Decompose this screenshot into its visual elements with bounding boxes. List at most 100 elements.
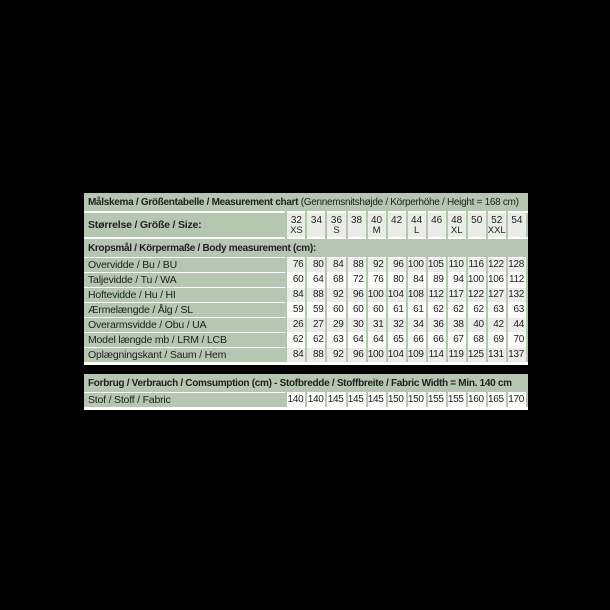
value-cell: 140 bbox=[305, 392, 327, 409]
size-cell: 54 bbox=[505, 212, 527, 238]
value-cell: 66 bbox=[425, 332, 447, 348]
value-cell: 38 bbox=[445, 317, 467, 333]
measurement-table: Målskema / Größentabelle / Measurement c… bbox=[84, 193, 528, 365]
value-cell: 155 bbox=[445, 392, 467, 409]
value-cell: 59 bbox=[285, 302, 307, 318]
value-cell: 64 bbox=[345, 332, 367, 348]
fabric-row: Stof / Stoff / Fabric 140 140 145 145 145 150 1… bbox=[84, 392, 527, 409]
size-cell: 40 M bbox=[365, 212, 387, 238]
size-number: 36 bbox=[330, 215, 343, 226]
value-cell: 114 bbox=[425, 347, 447, 364]
measurement-row: Overarmsvidde / Obu / UA 26 27 29 30 31 32 34 36… bbox=[84, 317, 527, 333]
value-cell: 125 bbox=[465, 347, 487, 364]
value-cell: 84 bbox=[285, 347, 307, 364]
size-letter bbox=[429, 226, 446, 236]
value-cell: 88 bbox=[305, 287, 327, 303]
value-cell: 112 bbox=[505, 272, 527, 288]
size-cell: 46 bbox=[425, 212, 447, 238]
size-letter: XL bbox=[450, 225, 463, 236]
fabric-rows: Stof / Stoff / Fabric 140 140 145 145 145 150 1… bbox=[84, 392, 527, 409]
size-row-label: Størrelse / Größe / Size: bbox=[84, 212, 287, 238]
body-section-header: Kropsmål / Körpermaße / Body measurement… bbox=[84, 238, 527, 258]
measurement-row: Ærmelængde / Ålg / SL 59 59 60 60 60 61 61 62 62 6… bbox=[84, 302, 527, 318]
value-cell: 63 bbox=[325, 332, 347, 348]
value-cell: 106 bbox=[485, 272, 507, 288]
size-number: 44 bbox=[411, 215, 423, 226]
size-number: 54 bbox=[511, 215, 523, 226]
value-cell: 42 bbox=[485, 317, 507, 333]
value-cell: 100 bbox=[465, 272, 487, 288]
size-letter: L bbox=[413, 225, 420, 236]
size-number: 32 bbox=[290, 215, 302, 226]
size-cell: 52 XXL bbox=[485, 212, 507, 238]
value-cell: 100 bbox=[405, 257, 427, 273]
row-label: Stof / Stoff / Fabric bbox=[84, 392, 287, 409]
size-number: 46 bbox=[431, 215, 443, 226]
value-cell: 92 bbox=[325, 287, 347, 303]
size-cell: 38 bbox=[345, 212, 367, 238]
value-cell: 65 bbox=[385, 332, 407, 348]
size-cell: 50 bbox=[465, 212, 487, 238]
value-cell: 88 bbox=[345, 257, 367, 273]
value-cell: 62 bbox=[465, 302, 487, 318]
fabric-table: Forbrug / Verbrauch / Comsumption (cm) -… bbox=[84, 374, 528, 410]
size-letter: XS bbox=[290, 225, 303, 236]
size-cell: 34 bbox=[305, 212, 327, 238]
size-letter: XXL bbox=[487, 225, 506, 236]
measurement-chart-panel: Målskema / Größentabelle / Measurement c… bbox=[84, 193, 528, 410]
value-cell: 89 bbox=[425, 272, 447, 288]
size-letter: M bbox=[372, 225, 381, 236]
value-cell: 96 bbox=[345, 347, 367, 364]
size-letter: S bbox=[333, 225, 340, 236]
value-cell: 44 bbox=[505, 317, 527, 333]
size-letter bbox=[509, 226, 526, 236]
chart-title: Målskema / Größentabelle / Measurement c… bbox=[84, 193, 527, 212]
value-cell: 66 bbox=[405, 332, 427, 348]
size-cell: 42 bbox=[385, 212, 407, 238]
value-cell: 145 bbox=[345, 392, 367, 409]
value-cell: 84 bbox=[285, 287, 307, 303]
value-cell: 62 bbox=[425, 302, 447, 318]
value-cell: 67 bbox=[445, 332, 467, 348]
chart-title-bold: Målskema / Größentabelle / Measurement c… bbox=[88, 197, 299, 208]
value-cell: 105 bbox=[425, 257, 447, 273]
value-cell: 61 bbox=[405, 302, 427, 318]
row-label: Ærmelængde / Ålg / SL bbox=[84, 302, 287, 318]
size-number: 40 bbox=[370, 215, 383, 226]
value-cell: 60 bbox=[345, 302, 367, 318]
row-label: Overvidde / Bu / BU bbox=[84, 257, 287, 273]
value-cell: 62 bbox=[305, 332, 327, 348]
value-cell: 63 bbox=[485, 302, 507, 318]
measurement-row: Hoftevidde / Hu / HI 84 88 92 96 100 104 108 112… bbox=[84, 287, 527, 303]
value-cell: 122 bbox=[465, 287, 487, 303]
value-cell: 34 bbox=[405, 317, 427, 333]
value-cell: 160 bbox=[465, 392, 487, 409]
fabric-section-header-row: Forbrug / Verbrauch / Comsumption (cm) -… bbox=[84, 374, 527, 393]
value-cell: 119 bbox=[445, 347, 467, 364]
row-label: Taljevidde / Tu / WA bbox=[84, 272, 287, 288]
table-gap bbox=[84, 365, 528, 374]
chart-title-row: Målskema / Größentabelle / Measurement c… bbox=[84, 193, 527, 212]
row-label: Oplægningskant / Saum / Hem bbox=[84, 347, 287, 364]
value-cell: 63 bbox=[505, 302, 527, 318]
value-cell: 84 bbox=[405, 272, 427, 288]
value-cell: 80 bbox=[385, 272, 407, 288]
value-cell: 165 bbox=[485, 392, 507, 409]
value-cell: 104 bbox=[385, 347, 407, 364]
value-cell: 61 bbox=[385, 302, 407, 318]
measurement-row: Taljevidde / Tu / WA 60 64 68 72 76 80 84 89 94 10… bbox=[84, 272, 527, 288]
value-cell: 110 bbox=[445, 257, 467, 273]
value-cell: 70 bbox=[505, 332, 527, 348]
value-cell: 94 bbox=[445, 272, 467, 288]
value-cell: 100 bbox=[365, 287, 387, 303]
value-cell: 68 bbox=[325, 272, 347, 288]
size-number: 50 bbox=[471, 215, 483, 226]
body-section-header-row: Kropsmål / Körpermaße / Body measurement… bbox=[84, 238, 527, 258]
value-cell: 32 bbox=[385, 317, 407, 333]
value-cell: 27 bbox=[305, 317, 327, 333]
measurement-row: Model længde mb / LRM / LCB 62 62 63 64 64 65 6… bbox=[84, 332, 527, 348]
value-cell: 60 bbox=[285, 272, 307, 288]
value-cell: 127 bbox=[485, 287, 507, 303]
row-label: Hoftevidde / Hu / HI bbox=[84, 287, 287, 303]
value-cell: 96 bbox=[385, 257, 407, 273]
